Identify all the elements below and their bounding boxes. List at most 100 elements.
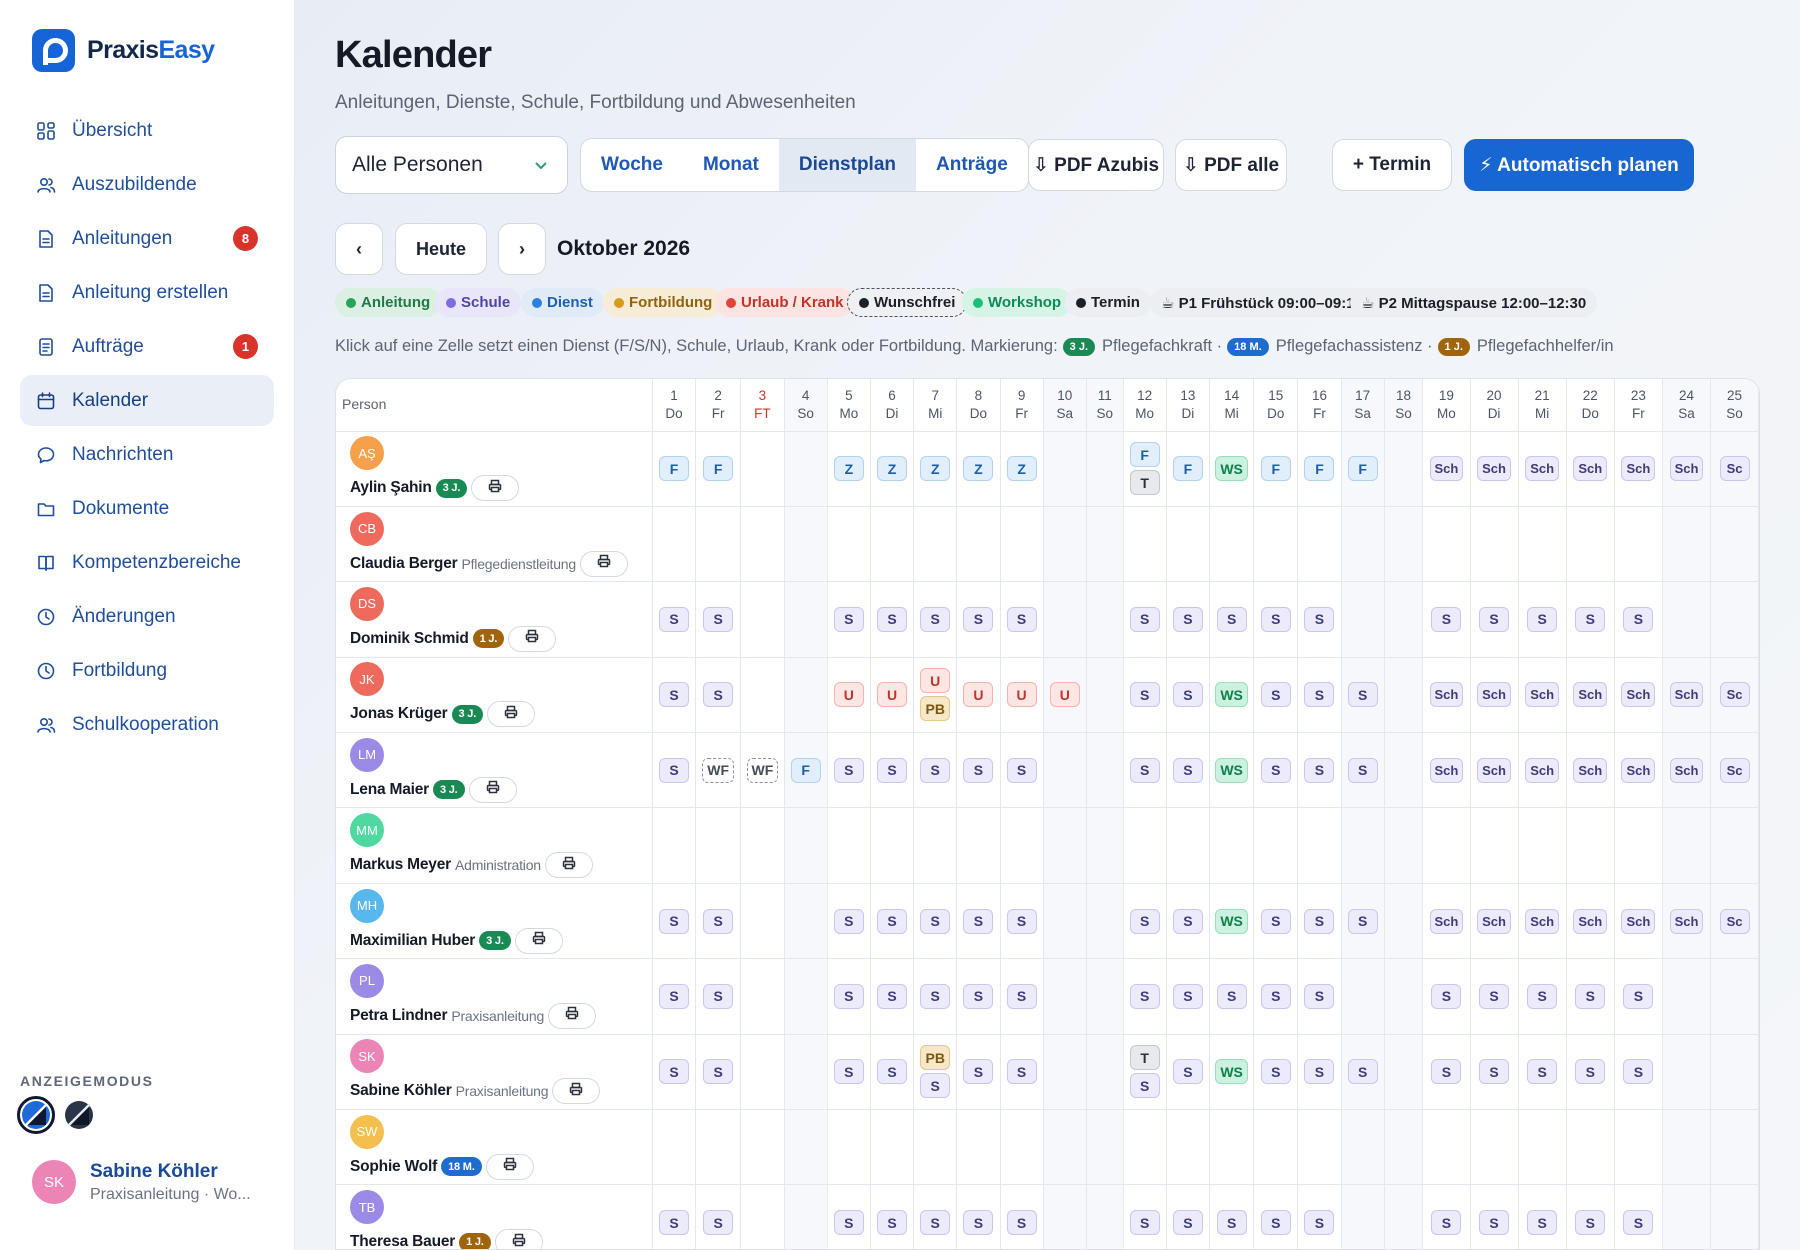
- shift-badge[interactable]: Sch: [1573, 757, 1608, 783]
- roster-cell[interactable]: S: [956, 958, 1001, 1035]
- dark-mode-toggle[interactable]: [60, 1096, 98, 1134]
- roster-cell[interactable]: S: [1614, 1184, 1663, 1249]
- person-name[interactable]: Claudia Berger: [350, 554, 458, 572]
- shift-badge[interactable]: S: [703, 1210, 734, 1236]
- shift-badge[interactable]: S: [1527, 983, 1558, 1009]
- roster-cell[interactable]: [1086, 1034, 1124, 1111]
- roster-cell[interactable]: S: [695, 581, 742, 658]
- sidebar-item-nachrichten[interactable]: Nachrichten: [20, 429, 274, 480]
- shift-badge[interactable]: S: [659, 606, 689, 632]
- roster-cell[interactable]: S: [652, 883, 697, 960]
- roster-cell[interactable]: [784, 807, 828, 884]
- roster-cell[interactable]: Sc: [1710, 732, 1759, 809]
- roster-cell[interactable]: S: [1166, 732, 1210, 809]
- roster-cell[interactable]: S: [1166, 883, 1210, 960]
- roster-cell[interactable]: S: [1253, 958, 1299, 1035]
- shift-badge[interactable]: S: [1527, 1210, 1558, 1236]
- shift-badge[interactable]: S: [1479, 1059, 1510, 1085]
- roster-cell[interactable]: [1341, 1184, 1385, 1249]
- shift-badge[interactable]: S: [659, 757, 689, 783]
- next-month-button[interactable]: ›: [498, 223, 546, 275]
- roster-cell[interactable]: WS: [1209, 431, 1255, 507]
- shift-badge[interactable]: Sch: [1429, 456, 1464, 482]
- roster-cell[interactable]: [1384, 732, 1424, 809]
- roster-cell[interactable]: S: [1297, 883, 1342, 960]
- roster-cell[interactable]: S: [1000, 883, 1044, 960]
- roster-cell[interactable]: [652, 807, 697, 884]
- roster-cell[interactable]: S: [1470, 1184, 1519, 1249]
- roster-cell[interactable]: [784, 883, 828, 960]
- roster-cell[interactable]: U: [870, 657, 915, 734]
- roster-cell[interactable]: F: [784, 732, 828, 809]
- roster-cell[interactable]: [1253, 1109, 1299, 1186]
- roster-cell[interactable]: [740, 1184, 785, 1249]
- shift-badge[interactable]: S: [1006, 1059, 1037, 1085]
- roster-cell[interactable]: [870, 807, 915, 884]
- shift-badge[interactable]: S: [1216, 1210, 1247, 1236]
- shift-badge[interactable]: Sch: [1669, 456, 1704, 482]
- roster-cell[interactable]: S: [1341, 883, 1385, 960]
- roster-cell[interactable]: WS: [1209, 883, 1255, 960]
- roster-cell[interactable]: S: [652, 1184, 697, 1249]
- shift-badge[interactable]: WF: [702, 757, 735, 783]
- shift-badge[interactable]: S: [1172, 1210, 1203, 1236]
- roster-cell[interactable]: WF: [695, 732, 742, 809]
- roster-cell[interactable]: WF: [740, 732, 785, 809]
- roster-cell[interactable]: Sch: [1614, 732, 1663, 809]
- roster-cell[interactable]: [913, 1109, 958, 1186]
- roster-cell[interactable]: [1384, 883, 1424, 960]
- roster-cell[interactable]: [740, 431, 785, 507]
- shift-badge[interactable]: S: [963, 1059, 994, 1085]
- shift-badge[interactable]: Sc: [1719, 682, 1750, 708]
- roster-cell[interactable]: S: [1614, 1034, 1663, 1111]
- roster-cell[interactable]: [1384, 657, 1424, 734]
- shift-badge[interactable]: S: [963, 606, 994, 632]
- roster-cell[interactable]: [784, 958, 828, 1035]
- sidebar-item-kalender[interactable]: Kalender: [20, 375, 274, 426]
- roster-cell[interactable]: [1470, 506, 1519, 583]
- roster-cell[interactable]: [956, 807, 1001, 884]
- roster-cell[interactable]: Sch: [1662, 431, 1712, 507]
- roster-cell[interactable]: S: [695, 1034, 742, 1111]
- roster-cell[interactable]: S: [827, 581, 871, 658]
- today-button[interactable]: Heute: [395, 223, 487, 275]
- roster-cell[interactable]: S: [1209, 958, 1255, 1035]
- roster-cell[interactable]: S: [1518, 1184, 1567, 1249]
- print-button[interactable]: [485, 1153, 534, 1180]
- auto-plan-button[interactable]: ⚡ Automatisch planen: [1464, 139, 1694, 191]
- shift-badge[interactable]: WS: [1215, 908, 1248, 934]
- roster-cell[interactable]: S: [1297, 958, 1342, 1035]
- roster-cell[interactable]: S: [695, 958, 742, 1035]
- roster-cell[interactable]: [1384, 807, 1424, 884]
- roster-cell[interactable]: [1043, 883, 1087, 960]
- shift-badge[interactable]: T: [1129, 1045, 1160, 1071]
- shift-badge[interactable]: S: [1304, 983, 1335, 1009]
- roster-cell[interactable]: [1422, 1109, 1471, 1186]
- roster-cell[interactable]: S: [1166, 581, 1210, 658]
- shift-badge[interactable]: Sch: [1477, 456, 1511, 482]
- roster-cell[interactable]: S: [827, 958, 871, 1035]
- shift-badge[interactable]: Sch: [1621, 908, 1656, 934]
- shift-badge[interactable]: Sch: [1669, 682, 1704, 708]
- roster-cell[interactable]: S: [1000, 732, 1044, 809]
- roster-cell[interactable]: [1518, 807, 1567, 884]
- roster-cell[interactable]: S: [1123, 883, 1167, 960]
- sidebar-item-auftraege[interactable]: Aufträge 1: [20, 321, 274, 372]
- roster-cell[interactable]: [652, 506, 697, 583]
- sidebar-item-dokumente[interactable]: Dokumente: [20, 483, 274, 534]
- roster-cell[interactable]: S: [1253, 581, 1299, 658]
- shift-badge[interactable]: S: [1431, 606, 1462, 632]
- roster-cell[interactable]: [1662, 1184, 1712, 1249]
- roster-cell[interactable]: [1297, 1109, 1342, 1186]
- roster-cell[interactable]: S: [870, 883, 915, 960]
- shift-badge[interactable]: S: [1006, 606, 1037, 632]
- shift-badge[interactable]: S: [1431, 1059, 1462, 1085]
- roster-cell[interactable]: [1341, 1109, 1385, 1186]
- print-button[interactable]: [494, 1229, 543, 1249]
- shift-badge[interactable]: Sch: [1477, 682, 1511, 708]
- shift-badge[interactable]: S: [963, 1210, 994, 1236]
- shift-badge[interactable]: F: [1260, 456, 1291, 482]
- shift-badge[interactable]: Sc: [1719, 757, 1750, 783]
- roster-cell[interactable]: [1086, 1184, 1124, 1249]
- roster-cell[interactable]: [695, 807, 742, 884]
